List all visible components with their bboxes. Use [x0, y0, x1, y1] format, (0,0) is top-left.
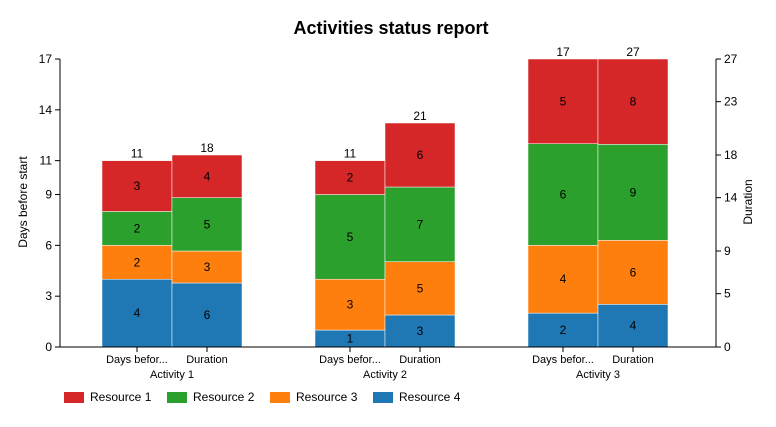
- segment-label: 6: [417, 148, 424, 162]
- bar-segment: [597, 58, 669, 145]
- left-axis-title: Days before start: [16, 156, 30, 248]
- bar-segment: [314, 194, 386, 280]
- right-tick-label: 23: [724, 95, 738, 109]
- legend: Resource 1 Resource 2 Resource 3 Resource 4: [64, 390, 461, 404]
- bar-category-label: Days befor...: [319, 354, 381, 366]
- segment-label: 4: [560, 272, 567, 286]
- legend-swatch: [167, 392, 187, 403]
- bar-category-label: Duration: [612, 354, 654, 366]
- bar-segment: [384, 186, 456, 262]
- bar-segment: [527, 245, 599, 314]
- bar-segment: [597, 240, 669, 305]
- left-tick-label: 17: [39, 52, 53, 66]
- segment-label: 5: [347, 230, 354, 244]
- bar-segment: [597, 144, 669, 241]
- bar-segment: [101, 245, 173, 280]
- segment-label: 6: [560, 188, 567, 202]
- legend-swatch: [373, 392, 393, 403]
- group-label: Activity 2: [363, 369, 407, 381]
- bar-total-label: 27: [626, 45, 640, 59]
- segment-label: 4: [134, 306, 141, 320]
- bar-segment: [384, 122, 456, 188]
- segment-label: 9: [630, 185, 637, 199]
- segment-label: 2: [134, 255, 141, 269]
- bars: 4 2 2 3 11 6 3 5 4 18 1 3 5 2 11 3 5 7 6 21 2 4 6 5 17 4 6 9 8 27: [101, 45, 669, 348]
- segment-label: 3: [134, 179, 141, 193]
- right-tick-label: 18: [724, 148, 738, 162]
- bar-segment: [527, 143, 599, 246]
- legend-label: Resource 2: [193, 390, 255, 404]
- right-tick-label: 9: [724, 244, 731, 258]
- bar-segment: [101, 278, 173, 348]
- left-tick-label: 14: [39, 103, 53, 117]
- segment-label: 4: [204, 169, 211, 183]
- left-tick-label: 6: [45, 238, 52, 252]
- segment-label: 3: [347, 298, 354, 312]
- bar-total-label: 18: [200, 141, 214, 155]
- right-tick-label: 14: [724, 191, 738, 205]
- bar-segment: [171, 282, 243, 348]
- bar-category-label: Days befor...: [532, 354, 594, 366]
- bar-segment: [314, 278, 386, 331]
- bar-total-label: 11: [131, 147, 144, 161]
- bar-total-label: 21: [413, 109, 427, 123]
- segment-label: 6: [630, 265, 637, 279]
- left-tick-label: 0: [45, 340, 52, 354]
- right-axis-title: Duration: [741, 179, 755, 224]
- bar-segment: [597, 304, 669, 348]
- bar-segment: [171, 197, 243, 252]
- bar-segment: [527, 312, 599, 348]
- bar-segment: [101, 160, 173, 212]
- group-label: Activity 3: [576, 369, 620, 381]
- segment-label: 3: [204, 260, 211, 274]
- bar-segment: [171, 250, 243, 284]
- segment-label: 2: [560, 323, 567, 337]
- bar-segment: [314, 160, 386, 195]
- chart-title: Activities status report: [293, 18, 488, 38]
- legend-label: Resource 4: [399, 390, 461, 404]
- left-tick-label: 11: [40, 154, 53, 168]
- right-tick-label: 0: [724, 340, 731, 354]
- bar-category-label: Duration: [186, 354, 228, 366]
- segment-label: 7: [417, 217, 424, 231]
- bar-segment: [171, 154, 243, 198]
- bar-category-label: Duration: [399, 354, 441, 366]
- bar-total-label: 11: [344, 147, 357, 161]
- legend-swatch: [64, 392, 84, 403]
- bar-segment: [527, 58, 599, 144]
- segment-label: 3: [417, 324, 424, 338]
- legend-label: Resource 3: [296, 390, 358, 404]
- right-tick-label: 5: [724, 287, 731, 301]
- segment-label: 1: [347, 332, 354, 346]
- segment-label: 5: [560, 94, 567, 108]
- bar-category-label: Days befor...: [106, 354, 168, 366]
- segment-label: 5: [417, 281, 424, 295]
- group-label: Activity 1: [150, 369, 194, 381]
- segment-label: 5: [204, 217, 211, 231]
- segment-label: 6: [204, 308, 211, 322]
- left-tick-label: 3: [45, 289, 52, 303]
- segment-label: 8: [630, 95, 637, 109]
- bar-segment: [384, 261, 456, 316]
- legend-swatch: [270, 392, 290, 403]
- legend-label: Resource 1: [90, 390, 152, 404]
- bar-total-label: 17: [556, 45, 570, 59]
- segment-label: 2: [134, 221, 141, 235]
- segment-label: 2: [347, 171, 354, 185]
- segment-label: 4: [630, 319, 637, 333]
- bar-segment: [384, 314, 456, 348]
- right-tick-label: 27: [724, 52, 738, 66]
- left-tick-label: 9: [45, 188, 52, 202]
